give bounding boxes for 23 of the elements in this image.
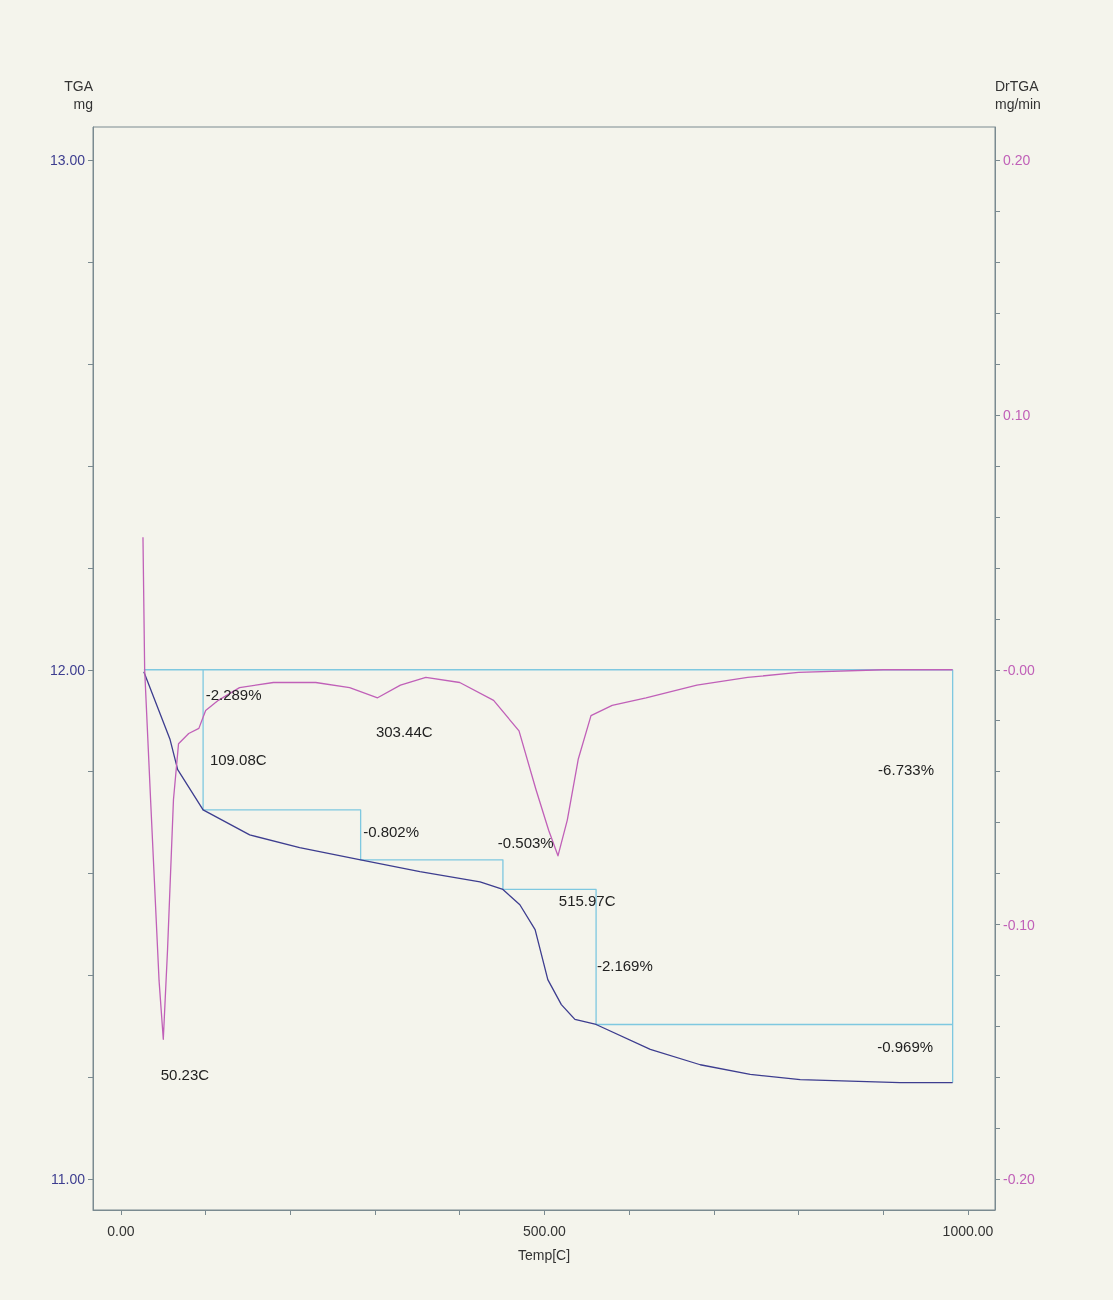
y-tick-label: 11.00	[51, 1171, 86, 1188]
annotation: -0.503%	[497, 834, 554, 852]
annotation: 515.97C	[558, 891, 616, 909]
x-tick-label: 500.00	[523, 1223, 567, 1239]
y2-tick-label: 0.10	[1003, 406, 1031, 423]
x-tick-label: 0.00	[107, 1223, 135, 1239]
annotation: -6.733%	[878, 761, 934, 779]
y-axis-title: TGA mg	[64, 78, 94, 112]
y2-tick-label: -0.20	[1003, 1171, 1036, 1188]
y-tick-label: 13.00	[49, 152, 86, 169]
x-tick-label: 1000.00	[942, 1223, 994, 1239]
annotation: -0.802%	[363, 823, 420, 841]
y-tick-label: 12.00	[49, 661, 86, 678]
annotation: 50.23C	[160, 1065, 210, 1083]
x-axis-title: Temp[C]	[517, 1247, 571, 1263]
y2-tick-label: -0.00	[1003, 661, 1036, 678]
annotation: -2.169%	[596, 956, 653, 974]
y2-tick-label: 0.20	[1003, 152, 1031, 169]
y2-axis-title: DrTGA mg/min	[995, 78, 1041, 112]
annotation: 109.08C	[209, 750, 267, 768]
annotation: -0.969%	[877, 1037, 934, 1055]
y2-tick-label: -0.10	[1003, 916, 1036, 933]
annotation: 303.44C	[375, 723, 433, 741]
